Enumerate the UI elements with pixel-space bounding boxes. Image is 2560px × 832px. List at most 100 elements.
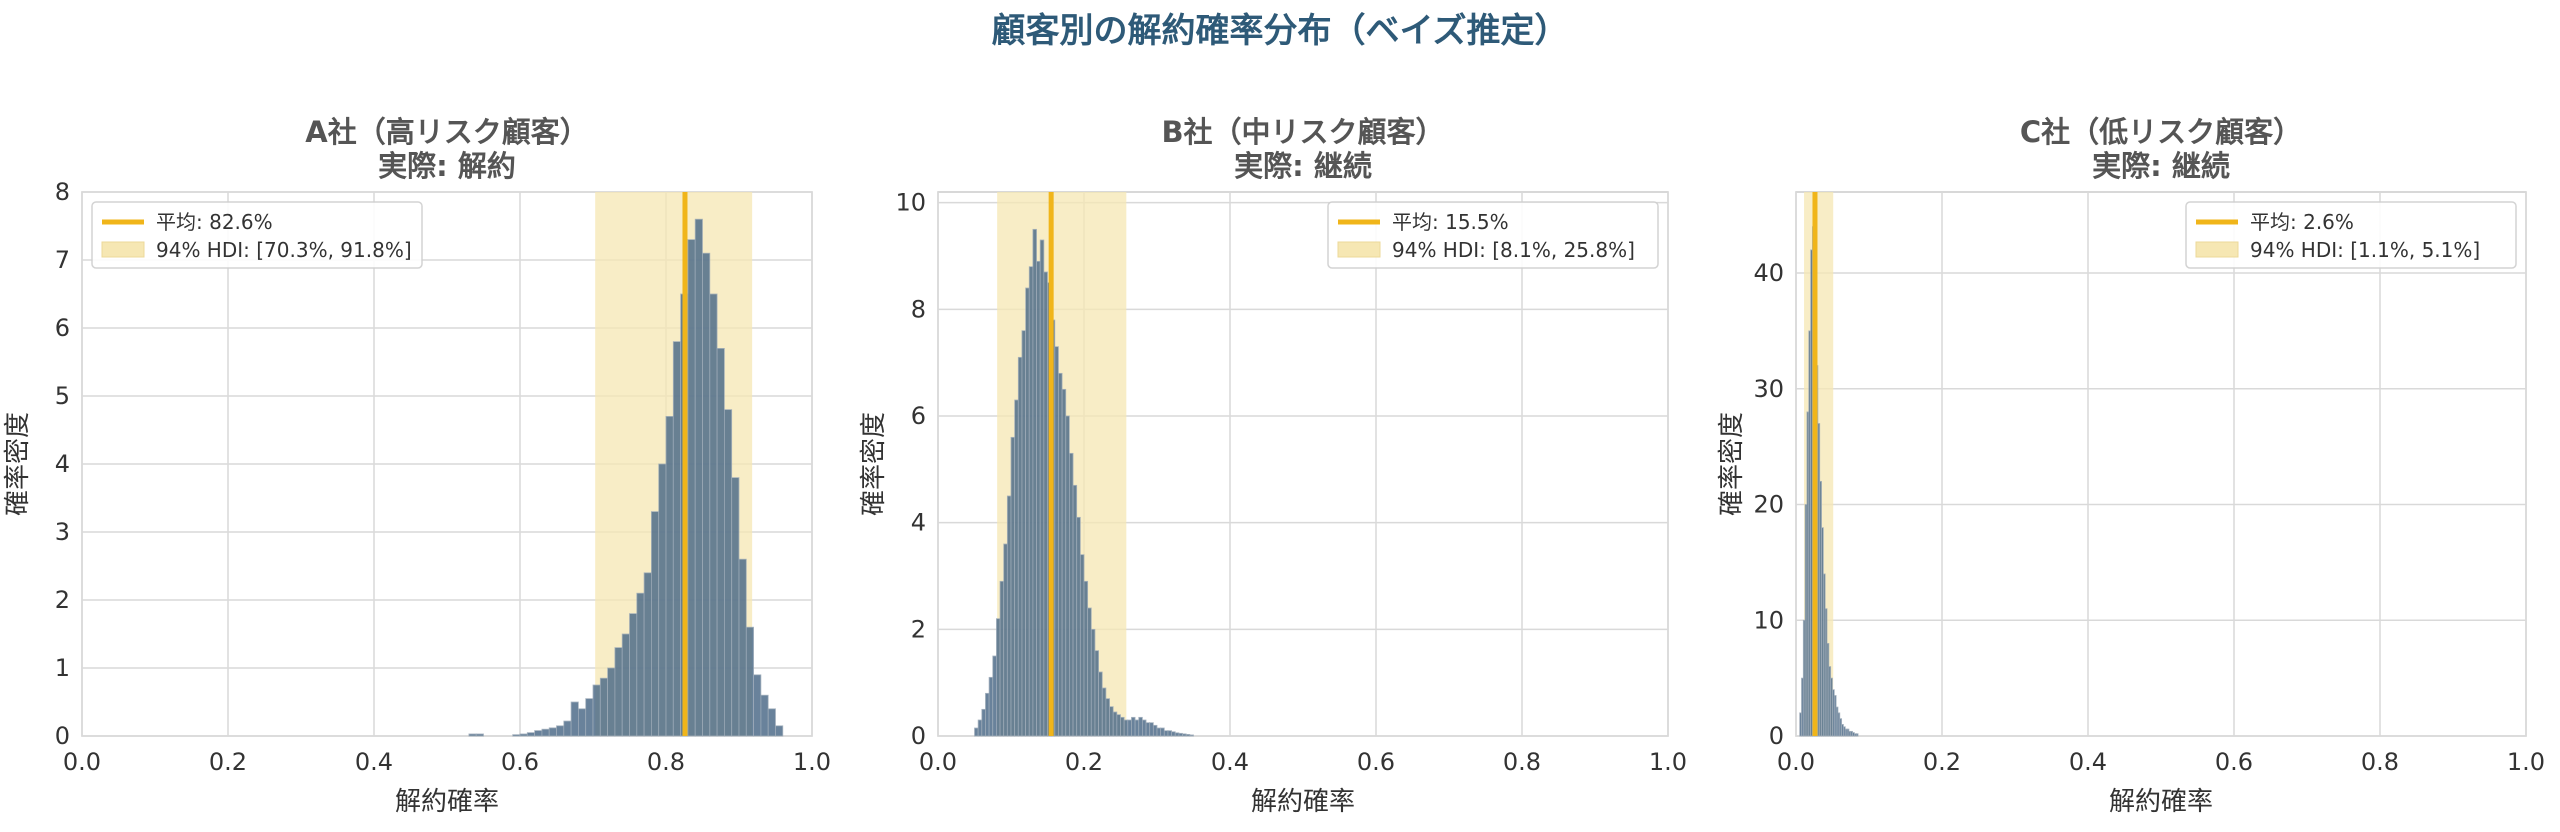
chart1-bar [687,239,696,737]
chart2-bar [1079,554,1085,737]
chart2-ytick-label: 4 [911,509,926,537]
chart2-ytick-label: 10 [895,189,926,217]
chart2-bar [1167,730,1172,737]
chart2-bar [1090,628,1096,737]
figure-title: 顧客別の解約確率分布（ベイズ推定） [992,11,1569,51]
chart1-bar [702,252,711,737]
chart1-bar [651,511,660,737]
chart2-bar [1149,722,1154,737]
chart1-legend-mean-label: 平均: 82.6% [156,210,273,234]
chart2-bar [1152,724,1158,737]
chart1: A社（高リスク顧客）実際: 解約 0.0 0.2 0.4 0.6 0.8 1.0 0 1 2 3 4 5… [3,115,831,817]
chart1-bar [570,701,579,737]
chart1-xtick-label: 1.0 [793,748,831,776]
chart2-bar [981,708,986,737]
chart3-xtick-label: 0.2 [1923,748,1961,776]
chart1-bar [614,647,623,737]
chart2-bar [1174,732,1180,737]
chart2-bar [1127,719,1132,737]
chart1-bar [731,477,740,737]
chart2-legend-hdi-swatch [1337,241,1381,258]
chart2-bar [1142,719,1147,737]
chart3-xtick-label: 0.8 [2361,748,2399,776]
chart2-bar [1112,711,1118,737]
chart2-bar [1039,239,1045,737]
chart2-legend-mean-label: 平均: 15.5% [1392,210,1509,234]
chart2-bar [1006,495,1012,737]
chart2-bar [1032,228,1037,737]
chart1-xtick-label: 0.2 [209,748,247,776]
chart2-bar [1134,719,1140,737]
chart2-bar [1072,484,1078,737]
chart2-bar [1058,372,1063,737]
chart2-bar [1054,346,1059,737]
chart1-bar [519,733,528,737]
chart2-legend-box [1327,201,1659,269]
chart1-title: A社（高リスク顧客） [305,115,588,149]
chart2-bar [996,618,1001,737]
chart1-subtitle: 実際: 解約 [378,149,516,183]
chart3-xtick-label: 1.0 [2507,748,2545,776]
chart1-bar [563,720,572,737]
chart2-bar [1138,716,1143,737]
chart2-subtitle: 実際: 継続 [1234,149,1372,183]
chart2-bar [1145,722,1151,737]
chart1-bar [767,708,776,737]
chart2-xtick-label: 1.0 [1649,748,1687,776]
chart2-ytick-label: 6 [911,402,926,430]
chart2-bar [1160,727,1165,737]
chart2-bar [1116,714,1121,737]
chart1-bar [578,708,587,737]
chart2-bar [1098,671,1103,737]
chart2-legend: 平均: 15.5% 94% HDI: [8.1%, 25.8%] [1327,201,1659,269]
chart1-ytick-label: 0 [55,722,70,750]
chart2-bar [1021,330,1027,737]
chart2-bar [1189,734,1194,737]
chart1-bar [534,730,543,737]
chart1-bar [475,733,484,737]
chart2-ytick-label: 2 [911,615,926,643]
chart1-bar [585,698,594,737]
chart2-bar [1028,266,1034,737]
chart2-bar [1156,727,1162,737]
chart1-legend-hdi-swatch [101,241,145,258]
chart2-bar [1003,543,1008,737]
chart2-bar [1069,452,1074,737]
chart1-xlabel: 解約確率 [395,787,499,817]
chart3-xtick-label: 0.0 [1777,748,1815,776]
chart1-bar [709,293,718,737]
chart3-xtick-label: 0.4 [2069,748,2107,776]
chart2-bar [1014,399,1019,737]
chart1-bar [592,684,601,737]
chart1-ytick-label: 2 [55,586,70,614]
chart1-bar [621,633,630,737]
chart2-bar [1101,687,1107,737]
chart2-bar [1076,516,1081,737]
chart1-bar [775,725,784,737]
chart2: B社（中リスク顧客）実際: 継続 0.0 0.2 0.4 0.6 0.8 1.0 0 2 4 6 8 1… [859,115,1687,817]
chart1-bar [672,341,681,737]
chart1-bar [541,728,550,737]
chart2-legend-hdi-label: 94% HDI: [8.1%, 25.8%] [1392,238,1635,262]
chart2-bar [1171,731,1176,737]
chart1-bar [468,733,477,737]
chart2-bar [1043,271,1048,737]
chart1-bar [694,218,703,737]
chart1-bar [724,409,733,737]
chart3-ytick-label: 20 [1753,491,1784,519]
chart1-xtick-label: 0.0 [63,748,101,776]
chart1-ytick-label: 1 [55,654,70,682]
chart2-xtick-label: 0.4 [1211,748,1249,776]
chart1-bar [636,592,645,737]
chart2-bar [1017,356,1023,737]
chart2-ytick-label: 8 [911,295,926,323]
chart3-ytick-label: 40 [1753,259,1784,287]
chart3-ytick-label: 10 [1753,606,1784,634]
chart1-ytick-label: 3 [55,518,70,546]
chart2-bar [1185,734,1191,737]
chart1-ytick-label: 5 [55,382,70,410]
chart2-bar [1131,716,1136,737]
chart2-bar [1182,733,1187,737]
